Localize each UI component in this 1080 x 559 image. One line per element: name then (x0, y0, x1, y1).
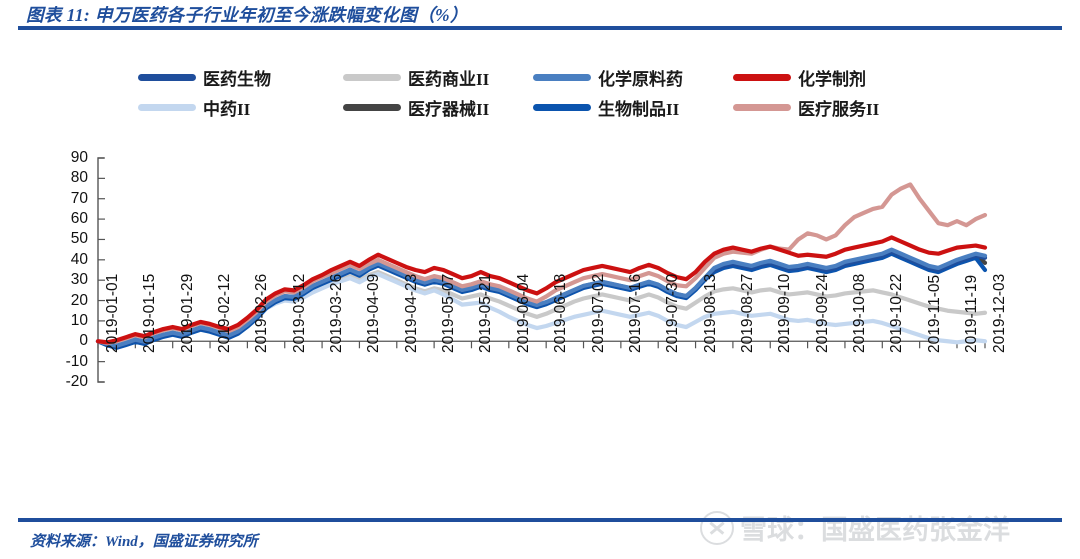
y-axis-tick-label: 60 (70, 210, 88, 228)
x-axis-tick-label: 2019-11-19 (962, 275, 980, 354)
x-axis-tick-label: 2019-09-24 (813, 273, 831, 354)
legend-swatch (138, 73, 196, 81)
x-axis-tick-label: 2019-02-26 (253, 273, 271, 354)
y-axis-tick-label: -20 (65, 373, 88, 390)
x-axis-tick-label: 2019-02-12 (216, 273, 234, 354)
legend-item[interactable]: 医药生物 (138, 65, 343, 90)
x-axis-tick-label: 2019-12-03 (991, 273, 1008, 354)
legend-swatch (343, 103, 401, 111)
x-axis-tick-label: 2019-04-23 (402, 273, 420, 354)
x-axis-tick-label: 2019-11-05 (925, 275, 943, 354)
legend-item[interactable]: 化学制剂 (733, 65, 913, 90)
y-axis-tick-label: 50 (70, 230, 88, 248)
x-axis-tick-label: 2019-07-16 (626, 273, 644, 354)
legend-swatch (138, 103, 196, 111)
legend-label: 医疗服务II (798, 99, 880, 119)
y-axis-tick-label: 80 (70, 169, 88, 187)
x-axis-tick-label: 2019-03-12 (290, 273, 308, 354)
legend-swatch (533, 73, 591, 81)
y-axis-tick-label: 70 (70, 189, 88, 207)
legend-label: 生物制品II (598, 99, 680, 119)
x-axis-tick-label: 2019-01-29 (178, 273, 196, 354)
page-title: 图表 11: 申万医药各子行业年初至今涨跌幅变化图（%） (26, 5, 468, 25)
legend-swatch (733, 103, 791, 111)
legend-swatch (733, 73, 791, 81)
legend-item[interactable]: 医药商业II (343, 65, 533, 90)
y-axis-tick-label: 90 (70, 149, 88, 166)
legend-item[interactable]: 医疗服务II (733, 95, 913, 120)
y-axis-tick-label: 30 (70, 271, 88, 289)
x-axis-tick-label: 2019-10-22 (888, 273, 906, 354)
legend-label: 医药生物 (203, 69, 271, 89)
x-axis-tick-label: 2019-01-15 (141, 273, 159, 354)
xueqiu-logo-icon (700, 510, 734, 545)
watermark-text: 雪球：国盛医药张金洋 (740, 515, 1010, 545)
x-axis-tick-label: 2019-08-27 (738, 273, 756, 354)
legend-item[interactable]: 中药II (138, 95, 343, 120)
legend-swatch (343, 73, 401, 81)
chart-legend: 医药生物 医药商业II 化学原料药 化学制剂中药II 医疗器械II 生物制品II 医疗服务I… (138, 62, 938, 122)
x-axis-tick-label: 2019-07-02 (589, 273, 607, 354)
legend-label: 中药II (203, 99, 251, 119)
x-axis-tick-label: 2019-07-30 (664, 273, 682, 354)
legend-label: 化学制剂 (798, 69, 866, 89)
x-axis-tick-label: 2019-06-04 (514, 273, 532, 354)
legend-swatch (533, 103, 591, 111)
legend-item[interactable]: 生物制品II (533, 95, 733, 120)
y-axis-tick-label: 20 (70, 291, 88, 309)
title-divider (18, 26, 1062, 30)
y-axis-tick-label: 0 (79, 332, 88, 350)
x-axis-tick-label: 2019-10-08 (850, 273, 868, 354)
legend-item[interactable]: 医疗器械II (343, 95, 533, 120)
x-axis-tick-label: 2019-06-18 (552, 273, 570, 354)
source-note: 资料来源：Wind，国盛证券研究所 (30, 534, 258, 550)
y-axis-tick-label: 10 (70, 311, 88, 329)
y-axis-tick-label: 40 (70, 250, 88, 268)
x-axis-tick-label: 2019-08-13 (701, 273, 719, 354)
x-axis-tick-label: 2019-04-09 (365, 273, 383, 354)
legend-item[interactable]: 化学原料药 (533, 65, 733, 90)
y-axis-tick-label: -10 (65, 352, 88, 370)
legend-label: 医药商业II (408, 69, 490, 89)
source-divider (18, 518, 1062, 522)
x-axis-tick-label: 2019-09-10 (776, 273, 794, 354)
x-axis-tick-label: 2019-05-21 (477, 273, 495, 354)
legend-label: 化学原料药 (598, 69, 683, 89)
x-axis-tick-label: 2019-03-26 (328, 273, 346, 354)
x-axis-tick-label: 2019-01-01 (104, 273, 121, 354)
legend-label: 医疗器械II (408, 99, 490, 119)
x-axis-tick-label: 2019-05-07 (440, 273, 458, 354)
watermark: 雪球：国盛医药张金洋 (700, 508, 1010, 547)
